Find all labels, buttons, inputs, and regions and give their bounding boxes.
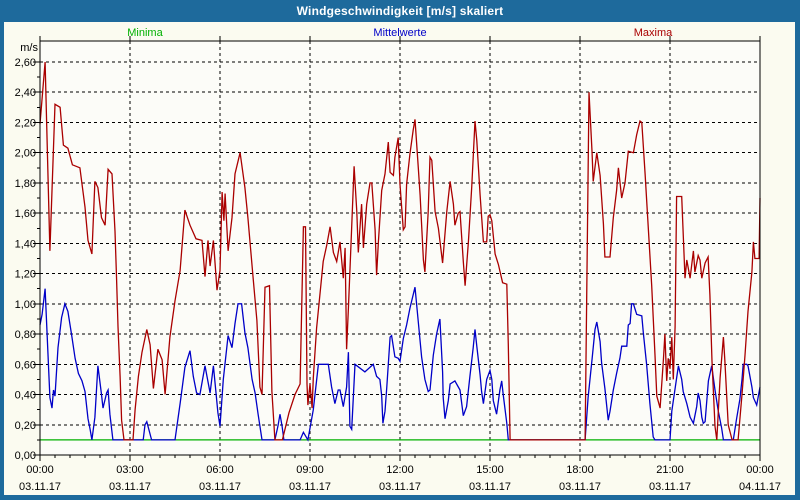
x-tick-date-label: 03.11.17	[559, 481, 601, 493]
x-tick-time-label: 00:00	[26, 464, 54, 476]
x-tick-time-label: 15:00	[476, 464, 504, 476]
x-tick-time-label: 09:00	[296, 464, 324, 476]
x-tick-time-label: 12:00	[386, 464, 414, 476]
x-tick-date-label: 03.11.17	[469, 481, 511, 493]
x-tick-date-label: 03.11.17	[199, 481, 241, 493]
x-tick-date-label: 03.11.17	[649, 481, 691, 493]
y-axis-unit-label: m/s	[20, 42, 38, 54]
maxima-line	[39, 61, 761, 441]
x-tick-time-label: 03:00	[116, 464, 144, 476]
x-tick-time-label: 21:00	[656, 464, 684, 476]
y-tick-label: 2,20	[15, 117, 36, 129]
y-tick-label: 2,40	[15, 87, 36, 99]
x-tick-date-label: 03.11.17	[379, 481, 421, 493]
y-tick-label: 1,00	[15, 299, 36, 311]
x-tick-date-label: 04.11.17	[739, 481, 781, 493]
y-tick-label: 0,00	[15, 450, 36, 462]
x-tick-time-label: 18:00	[566, 464, 594, 476]
mittelwerte-line	[39, 287, 761, 442]
plot-border	[39, 40, 761, 456]
y-tick-label: 1,80	[15, 178, 36, 190]
y-tick-label: 1,60	[15, 208, 36, 220]
x-tick-date-label: 03.11.17	[109, 481, 151, 493]
y-tick-label: 1,40	[15, 238, 36, 250]
y-tick-label: 2,00	[15, 148, 36, 160]
legend-maxima: Maxima	[634, 27, 673, 39]
y-tick-label: 0,40	[15, 390, 36, 402]
title-bar: Windgeschwindigkeit [m/s] skaliert	[0, 0, 800, 22]
x-tick-date-label: 03.11.17	[19, 481, 61, 493]
legend-minima: Minima	[127, 27, 163, 39]
window-title: Windgeschwindigkeit [m/s] skaliert	[296, 4, 504, 18]
y-tick-label: 2,60	[15, 57, 36, 69]
y-tick-label: 1,20	[15, 269, 36, 281]
chart-content: 0,00 0,20 0,40 0,60 0,80 1,00 1,20 1,40 1,60 1,80…	[4, 22, 795, 495]
y-tick-label: 0,60	[15, 359, 36, 371]
x-tick-date-label: 03.11.17	[289, 481, 331, 493]
x-tick-time-label: 06:00	[206, 464, 234, 476]
wind-speed-chart: 0,00 0,20 0,40 0,60 0,80 1,00 1,20 1,40 1,60 1,80…	[15, 27, 781, 493]
y-tick-label: 0,80	[15, 329, 36, 341]
y-tick-label: 0,20	[15, 420, 36, 432]
x-tick-time-label: 00:00	[746, 464, 774, 476]
legend-mittelwerte: Mittelwerte	[373, 27, 426, 39]
